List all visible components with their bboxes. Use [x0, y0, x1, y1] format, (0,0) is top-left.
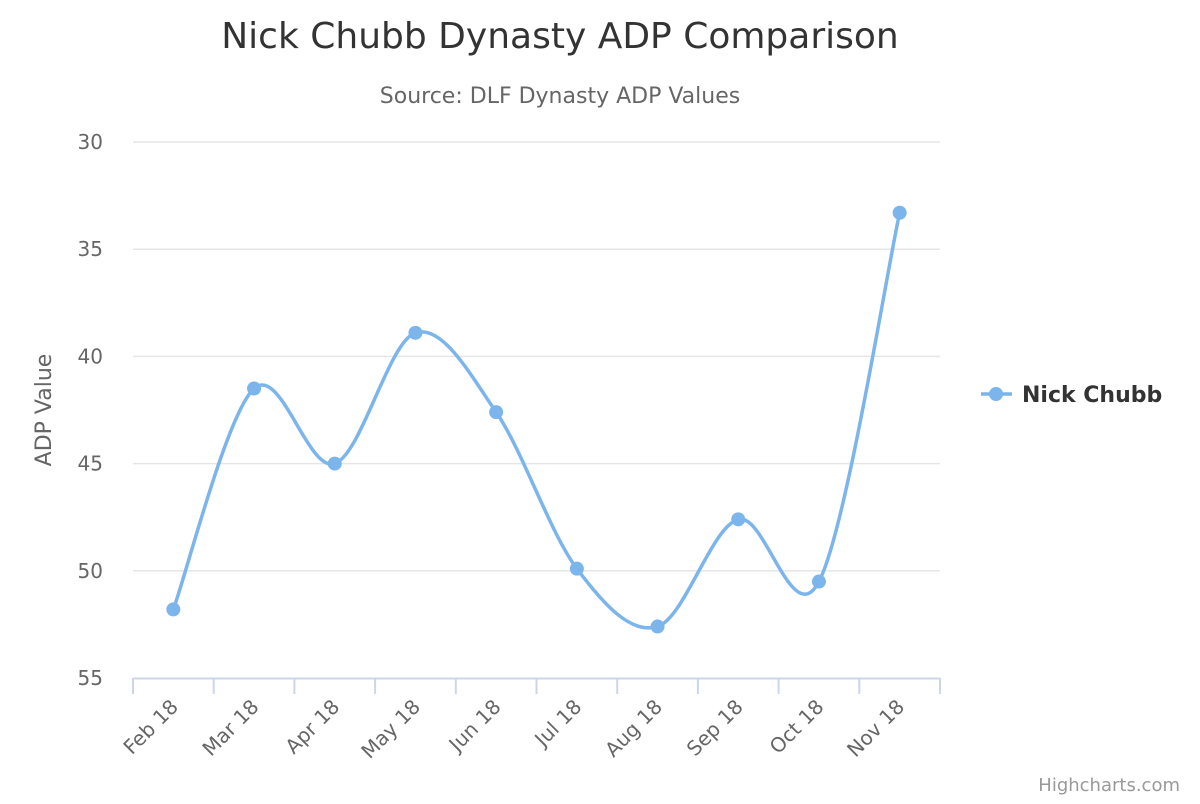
data-point-jul-18[interactable]	[569, 561, 584, 576]
x-tick-label-mar-18: Mar 18	[197, 695, 263, 761]
data-point-apr-18[interactable]	[327, 456, 342, 471]
legend-symbol-marker	[989, 387, 1003, 401]
data-point-may-18[interactable]	[408, 325, 423, 340]
series-line-nick-chubb	[171, 212, 902, 630]
x-tick-label-may-18: May 18	[356, 695, 425, 764]
x-tick-label-jun-18: Jun 18	[443, 695, 506, 758]
series-group	[166, 205, 907, 634]
data-point-jun-18[interactable]	[489, 405, 504, 420]
y-tick-label-50: 50	[78, 559, 103, 583]
x-tick-label-jul-18: Jul 18	[528, 695, 586, 753]
x-tick-label-sep-18: Sep 18	[682, 695, 748, 761]
data-point-feb-18[interactable]	[166, 602, 181, 617]
x-axis-labels: Feb 18 Mar 18 Apr 18 May 18 Jun 18 Jul 18 Aug …	[118, 695, 909, 764]
data-point-nov-18[interactable]	[892, 205, 907, 220]
y-tick-label-45: 45	[78, 452, 103, 476]
y-tick-label-30: 30	[78, 130, 103, 154]
credits-link[interactable]: Highcharts.com	[1038, 775, 1180, 796]
x-tick-label-oct-18: Oct 18	[765, 695, 829, 759]
y-axis-title: ADP Value	[32, 354, 57, 467]
grid-lines	[133, 141, 940, 572]
x-axis	[132, 677, 941, 694]
x-tick-label-nov-18: Nov 18	[842, 695, 909, 762]
data-point-aug-18[interactable]	[650, 619, 665, 634]
x-tick-label-aug-18: Aug 18	[600, 695, 667, 762]
data-point-sep-18[interactable]	[731, 512, 746, 527]
chart-title: Nick Chubb Dynasty ADP Comparison	[221, 16, 899, 57]
data-point-oct-18[interactable]	[811, 574, 826, 589]
chart-subtitle: Source: DLF Dynasty ADP Values	[380, 84, 740, 109]
x-tick-label-apr-18: Apr 18	[280, 695, 344, 759]
legend-item-nick-chubb[interactable]: Nick Chubb	[981, 383, 1162, 408]
y-tick-label-35: 35	[78, 237, 103, 261]
y-axis-labels: 30 35 40 45 50 55	[78, 130, 103, 690]
y-tick-label-55: 55	[78, 666, 103, 690]
y-tick-label-40: 40	[78, 344, 103, 368]
x-tick-label-feb-18: Feb 18	[118, 695, 183, 760]
legend-label: Nick Chubb	[1022, 383, 1162, 408]
data-point-mar-18[interactable]	[247, 381, 262, 396]
